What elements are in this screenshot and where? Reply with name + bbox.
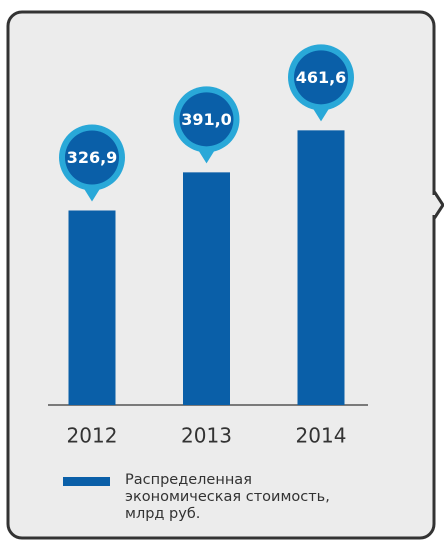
value-label: 461,6 [296,68,347,87]
bar [68,210,116,405]
x-tick-label: 2014 [296,424,347,448]
bar [297,130,345,405]
x-tick-label: 2013 [181,424,232,448]
value-label: 326,9 [67,148,118,167]
callout-bubble [294,50,348,105]
frame-notch [433,191,444,219]
bar [183,172,230,405]
legend-label-box: Распределенная экономическая стоимость, … [125,472,330,522]
x-tick-label: 2012 [67,424,118,448]
notch-gap [432,195,435,215]
value-label: 391,0 [181,110,232,129]
callout-bubble [179,92,234,147]
callout-bubble [65,130,119,185]
legend-swatch [63,477,110,486]
legend-label: Распределенная экономическая стоимость, … [125,472,330,522]
